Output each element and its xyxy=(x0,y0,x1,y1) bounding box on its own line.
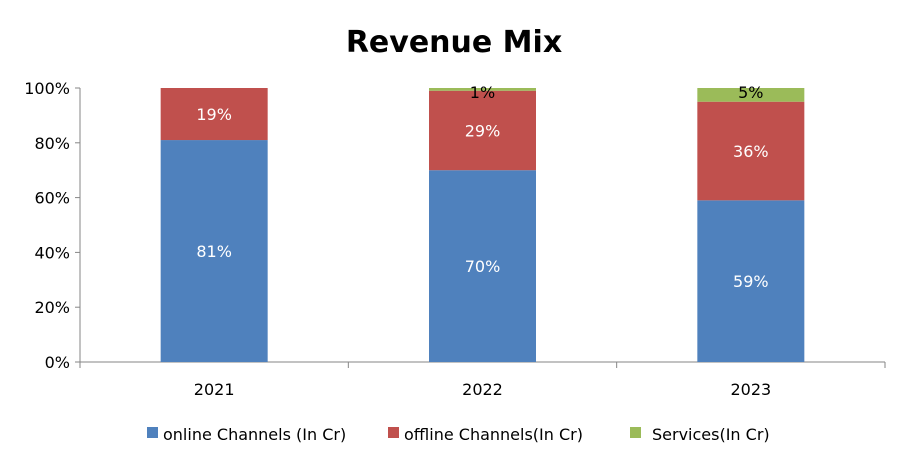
chart-title: Revenue Mix xyxy=(346,25,562,60)
y-tick-label: 40% xyxy=(34,243,70,262)
data-label: 81% xyxy=(196,242,232,261)
data-label: 5% xyxy=(738,83,763,102)
bar-segment-2 xyxy=(697,88,805,102)
data-label: 19% xyxy=(196,105,232,124)
y-tick-label: 60% xyxy=(34,189,70,208)
y-tick-label: 80% xyxy=(34,134,70,153)
bar-segment-1 xyxy=(429,90,536,171)
legend-swatch xyxy=(630,427,641,438)
bar-segment-0 xyxy=(160,140,268,362)
legend-label: Services(In Cr) xyxy=(652,425,770,444)
legend-label: online Channels (In Cr) xyxy=(163,425,346,444)
legend-label: offline Channels(In Cr) xyxy=(404,425,583,444)
data-label: 29% xyxy=(465,121,501,140)
bar-segment-0 xyxy=(697,200,805,362)
data-label: 36% xyxy=(733,142,769,161)
y-tick-label: 20% xyxy=(34,298,70,317)
bar-segment-1 xyxy=(697,101,805,201)
x-tick-label: 2021 xyxy=(194,380,235,399)
y-tick-label: 0% xyxy=(45,353,70,372)
data-label: 70% xyxy=(465,257,501,276)
bar-segment-1 xyxy=(160,88,268,141)
legend-swatch xyxy=(147,427,158,438)
x-tick-label: 2023 xyxy=(730,380,771,399)
y-tick-label: 100% xyxy=(24,79,70,98)
data-label: 59% xyxy=(733,272,769,291)
bar-segment-2 xyxy=(429,88,536,91)
x-tick-label: 2022 xyxy=(462,380,503,399)
bar-segment-0 xyxy=(429,170,536,362)
legend-swatch xyxy=(388,427,399,438)
data-label: 1% xyxy=(470,83,495,102)
